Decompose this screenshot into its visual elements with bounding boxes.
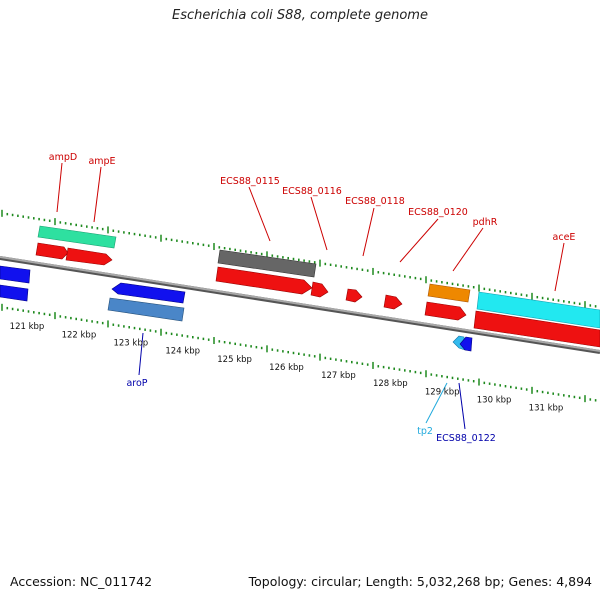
scale-label: 128 kbp xyxy=(373,379,408,389)
gene-labels: ampD ampE ECS88_0115 ECS88_0116 ECS88_01… xyxy=(49,152,576,444)
reverse-features xyxy=(0,265,473,352)
gene-label-aroP: aroP xyxy=(126,378,147,389)
gene-label-ECS88_0115: ECS88_0115 xyxy=(220,176,280,187)
gene-label-ampD: ampD xyxy=(49,152,77,163)
feature-ECS88_0120-red xyxy=(383,294,403,310)
gene-label-ECS88_0122: ECS88_0122 xyxy=(436,433,496,444)
forward-features xyxy=(35,225,600,348)
feature-ECS88_0115-grey xyxy=(217,249,317,278)
feature-ECS88_0116-red xyxy=(310,281,329,298)
feature-ECS88_0115-red xyxy=(215,266,313,295)
callout-lines xyxy=(56,162,565,430)
map-title: Escherichia coli S88, complete genome xyxy=(172,8,428,23)
scale-label: 126 kbp xyxy=(269,363,304,373)
gene-label-ECS88_0116: ECS88_0116 xyxy=(282,186,342,197)
tick-marks xyxy=(1,209,597,403)
scale-label: 127 kbp xyxy=(321,371,356,381)
scale-label: 121 kbp xyxy=(10,322,45,332)
scale-label: 129 kbp xyxy=(425,387,460,397)
gene-label-tp2: tp2 xyxy=(417,426,433,437)
scale-label: 130 kbp xyxy=(477,395,512,405)
gene-label-ECS88_0120: ECS88_0120 xyxy=(408,207,468,218)
feature-pdhR-orange xyxy=(427,283,471,303)
feature-aceE-cyan xyxy=(476,291,600,329)
scale-label: 131 kbp xyxy=(529,404,564,414)
feature-ampD-red xyxy=(35,242,69,260)
feature-left-blue-2 xyxy=(0,284,29,302)
feature-ECS88_0118-red xyxy=(345,288,363,303)
scale-labels: 121 kbp 122 kbp 123 kbp 124 kbp 125 kbp 126 k… xyxy=(10,322,564,413)
scale-label: 124 kbp xyxy=(165,347,200,357)
gene-label-ampE: ampE xyxy=(88,156,115,167)
feature-ampD-green xyxy=(37,225,117,249)
gene-label-ECS88_0118: ECS88_0118 xyxy=(345,196,405,207)
scale-label: 122 kbp xyxy=(62,330,97,340)
feature-left-blue-1 xyxy=(0,265,31,284)
genome-backbone xyxy=(0,256,600,354)
genome-stats-text: Topology: circular; Length: 5,032,268 bp… xyxy=(248,574,592,589)
accession-text: Accession: NC_011742 xyxy=(10,574,153,589)
feature-aroP-blue xyxy=(111,282,186,304)
feature-ampE-red xyxy=(65,247,113,266)
scale-label: 123 kbp xyxy=(113,338,148,348)
feature-pdhR-red xyxy=(424,301,467,321)
feature-ECS88_0122-blue xyxy=(459,336,473,352)
gene-label-pdhR: pdhR xyxy=(473,217,498,228)
feature-aroP-steel xyxy=(107,297,185,322)
feature-aceE-red xyxy=(473,310,600,348)
gene-label-aceE: aceE xyxy=(553,232,576,243)
scale-label: 125 kbp xyxy=(217,355,252,365)
